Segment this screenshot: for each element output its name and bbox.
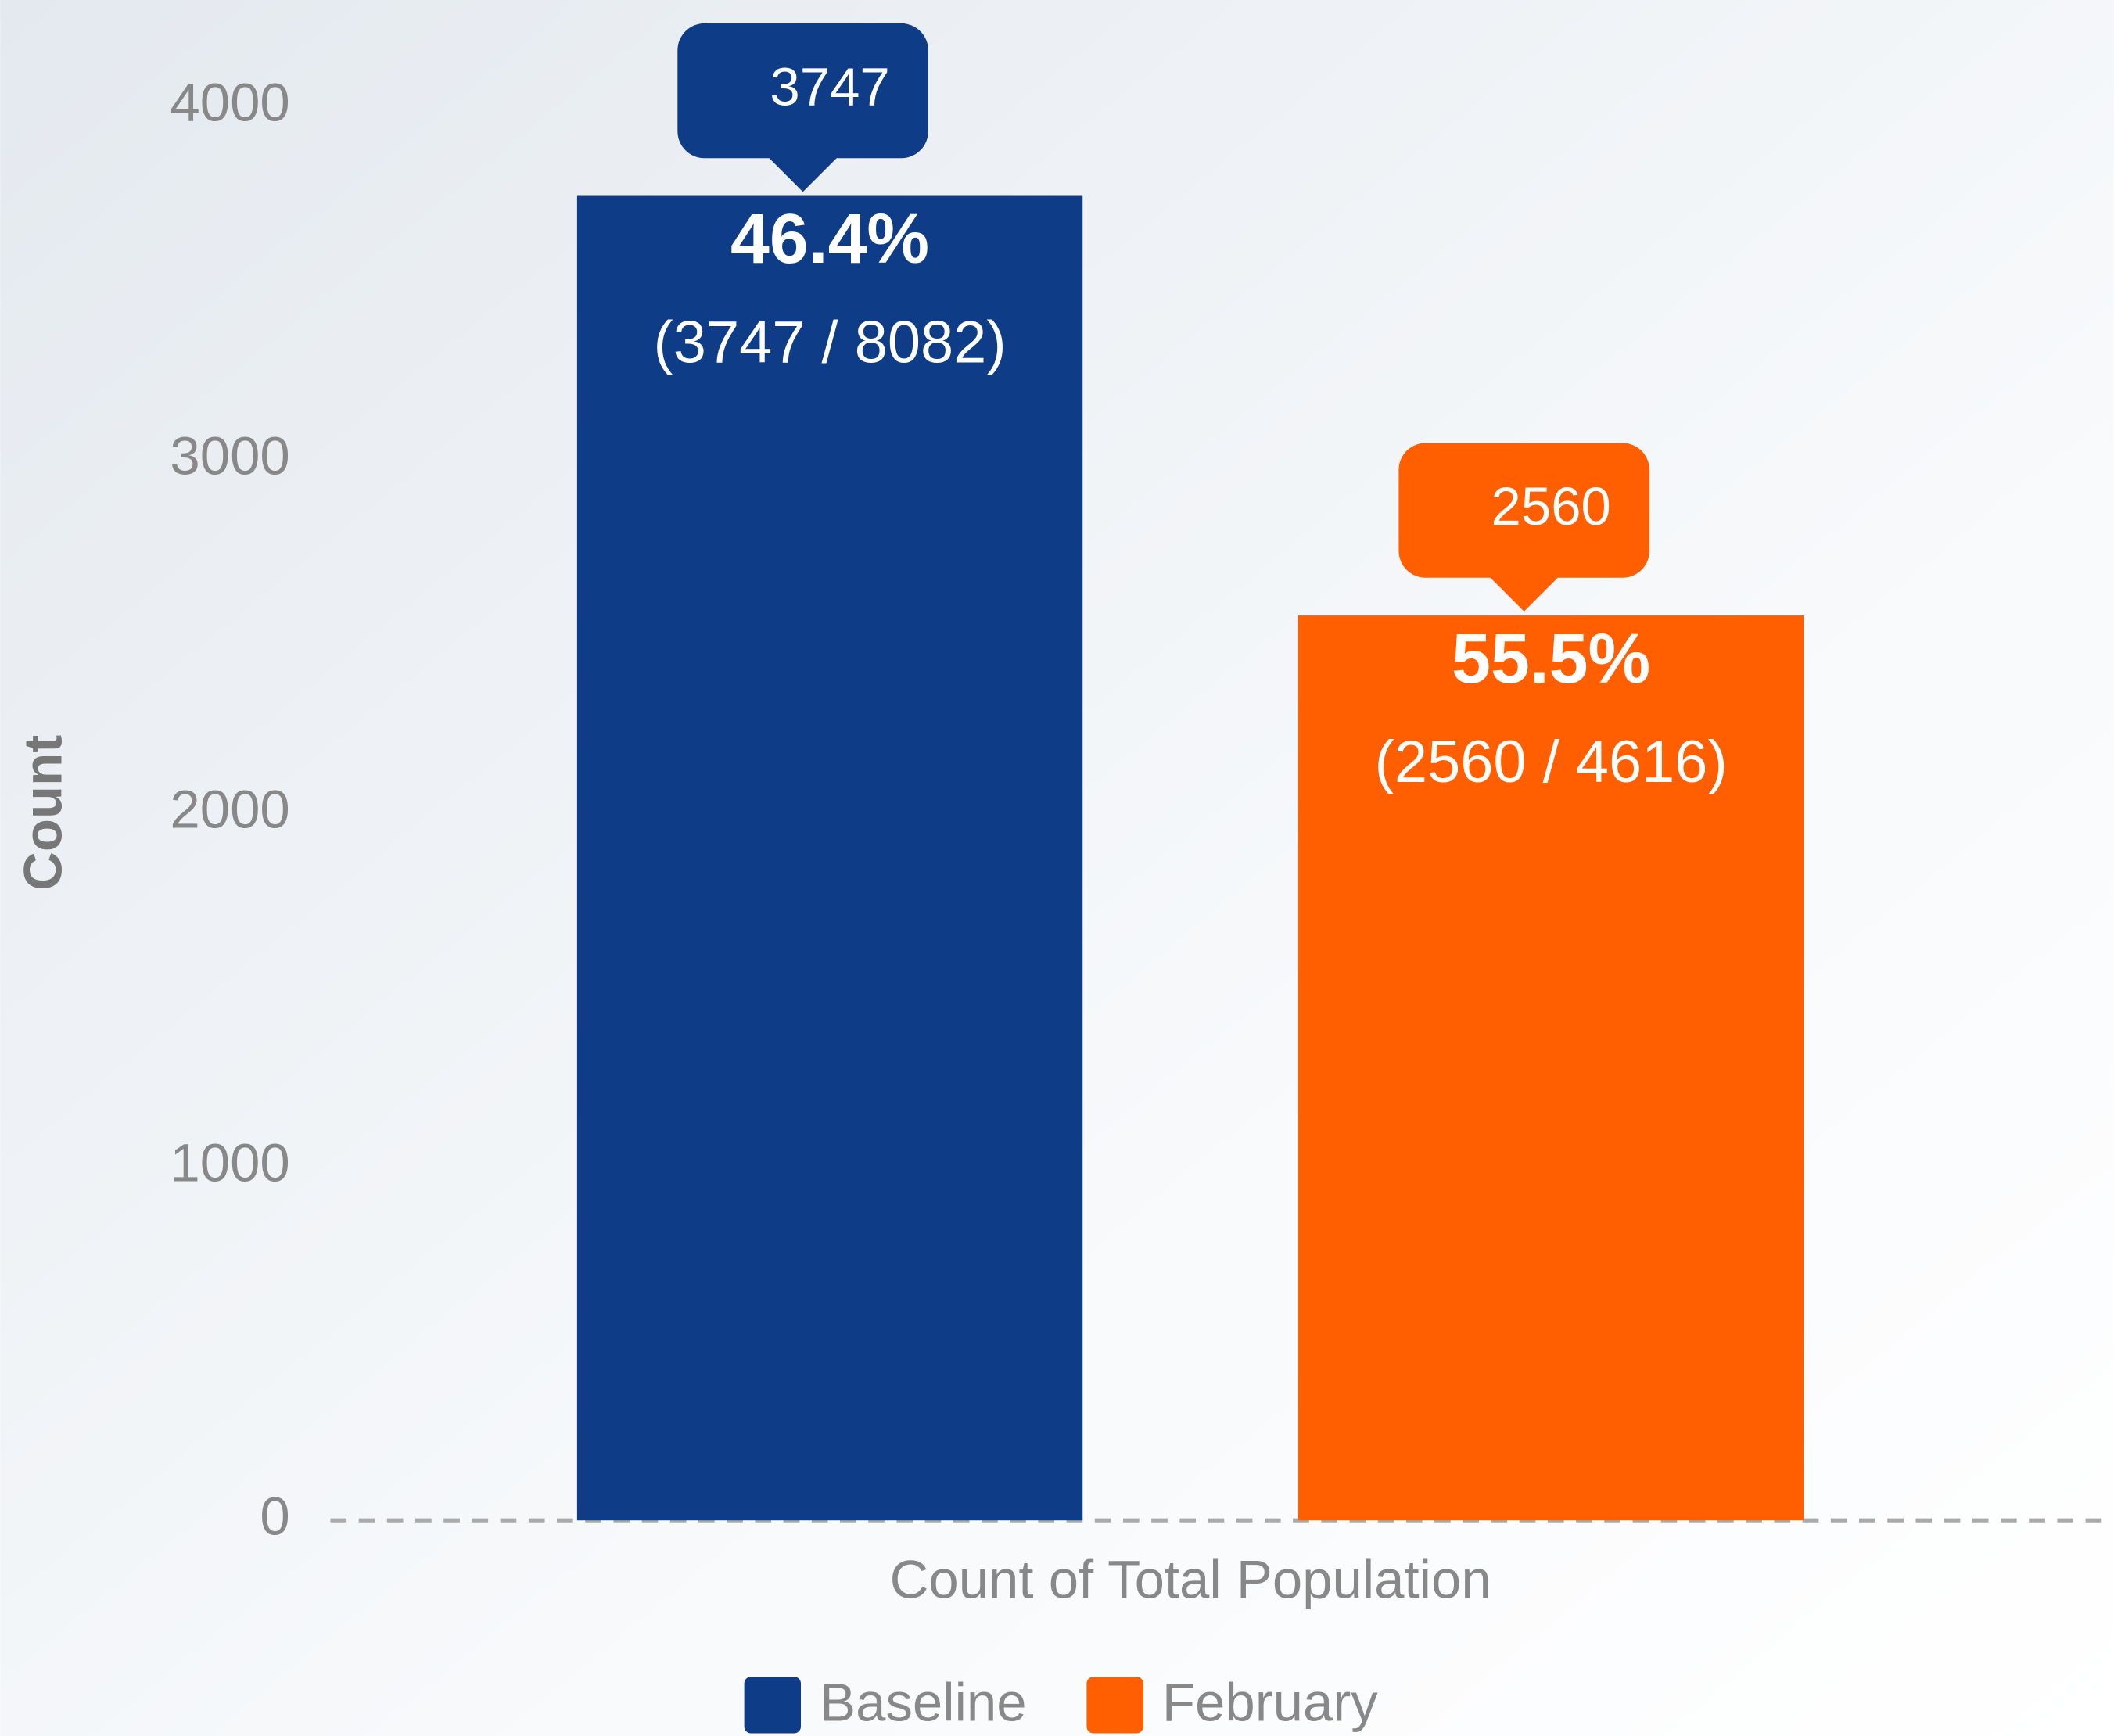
legend-swatch <box>744 1677 802 1734</box>
bar <box>1298 615 1804 1521</box>
y-tick-label: 3000 <box>170 425 289 486</box>
bar <box>576 195 1083 1521</box>
y-axis-label: Count <box>13 735 74 891</box>
tooltip-value: 3747 <box>770 56 889 117</box>
percent-label: 55.5% <box>1452 619 1650 698</box>
tooltip-value: 2560 <box>1491 476 1611 536</box>
tooltip-box <box>1398 443 1650 612</box>
legend-swatch <box>1086 1677 1143 1734</box>
y-tick-label: 2000 <box>170 779 289 839</box>
tooltip-box <box>677 23 928 192</box>
percent-label: 46.4% <box>730 199 929 278</box>
legend-label: February <box>1162 1672 1378 1732</box>
ratio-label: (2560 / 4616) <box>1375 729 1728 795</box>
y-tick-label: 4000 <box>170 72 289 132</box>
y-tick-label: 0 <box>260 1486 289 1546</box>
legend-label: Baseline <box>820 1672 1026 1732</box>
x-tick-label: Count of Total Population <box>890 1549 1491 1609</box>
ratio-label: (3747 / 8082) <box>654 310 1007 376</box>
y-tick-label: 1000 <box>170 1132 289 1193</box>
